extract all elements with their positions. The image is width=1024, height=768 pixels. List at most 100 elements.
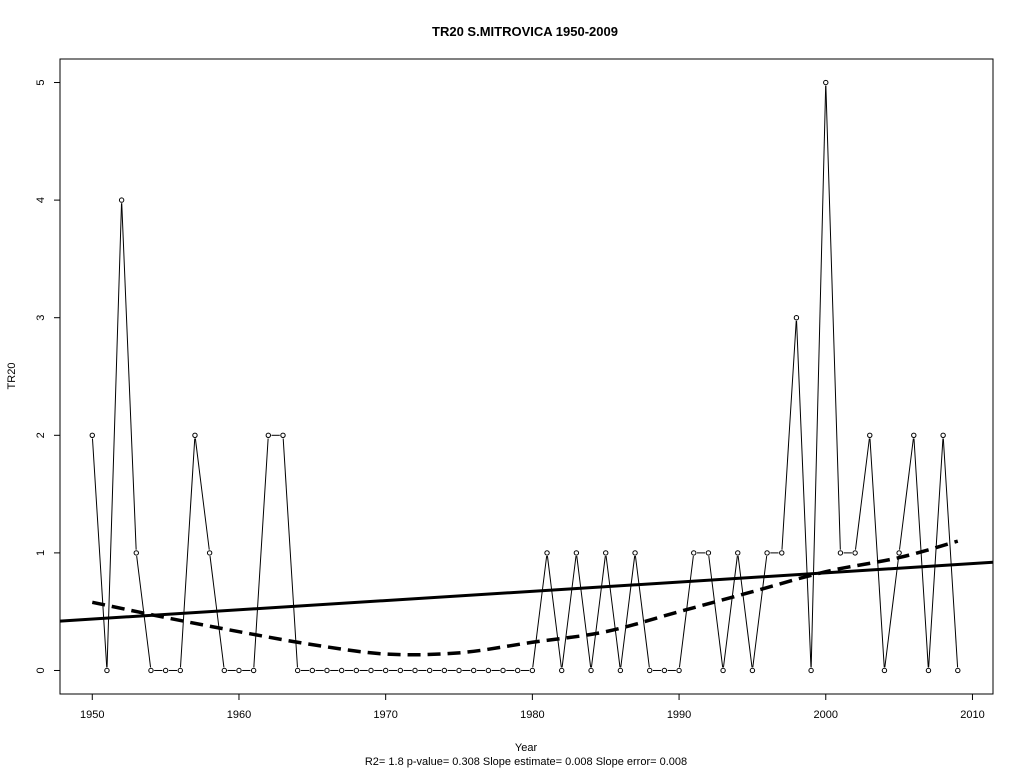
y-axis: 0 1 2 3 4 5: [35, 79, 60, 674]
data-point: [118, 197, 125, 203]
series-segment: [620, 556, 636, 668]
data-point: [661, 667, 668, 674]
x-tick-label: 1950: [80, 709, 104, 721]
x-axis-label: Year: [515, 742, 538, 754]
series-segment: [106, 203, 123, 668]
data-point: [456, 667, 462, 674]
data-point: [867, 432, 873, 438]
data-point: [324, 667, 330, 674]
data-point: [617, 667, 624, 674]
data-point: [559, 667, 565, 674]
data-point: [397, 667, 404, 674]
data-point: [426, 667, 433, 674]
smooth-trend-curve: [91, 539, 959, 657]
y-tick-label: 0: [35, 667, 47, 673]
data-point: [823, 79, 829, 86]
data-point: [852, 550, 858, 556]
x-axis: 1950 1960 1970 1980 1990 2000 2010: [80, 694, 985, 721]
plot-frame: [59, 58, 994, 695]
data-point: [940, 432, 946, 438]
data-point: [338, 667, 345, 674]
data-point: [735, 550, 741, 556]
data-point: [89, 432, 95, 438]
data-point: [133, 550, 139, 556]
series-segment: [121, 203, 137, 550]
data-point: [412, 667, 418, 674]
series-segment: [796, 320, 812, 668]
series-segment: [942, 438, 959, 668]
data-point: [353, 667, 360, 674]
series-segment: [928, 438, 944, 668]
data-point: [764, 550, 770, 556]
series-segment: [884, 556, 900, 668]
data-point: [779, 550, 785, 556]
data-point: [529, 667, 536, 674]
y-tick-label: 5: [35, 79, 47, 85]
data-point: [382, 667, 389, 674]
data-point: [104, 667, 110, 674]
data-point: [162, 667, 169, 674]
data-point: [793, 315, 800, 321]
stats-footer: R2= 1.8 p-value= 0.308 Slope estimate= 0…: [365, 756, 687, 768]
chart-title: TR20 S.MITROVICA 1950-2009: [432, 24, 618, 39]
series-segment: [810, 85, 827, 668]
data-point: [500, 667, 506, 674]
data-point: [544, 550, 550, 556]
y-axis-label: TR20: [6, 363, 18, 390]
series-segment: [194, 438, 210, 550]
x-tick-label: 1960: [227, 709, 251, 721]
data-point: [280, 432, 286, 438]
series-segment: [781, 320, 797, 550]
data-point: [647, 667, 653, 674]
data-point: [294, 667, 301, 674]
series-segment: [282, 438, 298, 668]
series-segment: [576, 556, 592, 668]
series-segment: [179, 438, 196, 668]
data-point: [691, 550, 697, 556]
series-segment: [708, 556, 724, 668]
data-point: [221, 667, 228, 674]
data-point: [632, 550, 638, 556]
y-tick-label: 1: [35, 550, 47, 556]
trend-line: [59, 560, 994, 623]
data-point: [808, 667, 814, 674]
series-segment: [91, 438, 108, 668]
data-point: [514, 667, 521, 674]
x-tick-label: 1990: [667, 709, 691, 721]
data-point: [368, 667, 374, 674]
x-tick-label: 1980: [520, 709, 544, 721]
series-segment: [546, 556, 562, 668]
data-point: [470, 667, 477, 674]
data-point: [250, 667, 257, 674]
data-point: [955, 667, 961, 674]
data-point: [896, 550, 902, 556]
data-point: [236, 667, 242, 674]
series-segment: [605, 556, 621, 668]
data-point: [705, 550, 712, 556]
data-point: [192, 432, 198, 438]
series-segment: [825, 85, 841, 550]
data-point: [309, 667, 316, 674]
series-segment: [722, 556, 738, 668]
data-point: [911, 432, 917, 438]
series-segment: [752, 556, 768, 668]
series-segment: [590, 556, 606, 668]
data-point: [720, 667, 726, 674]
series-segment: [253, 438, 269, 668]
data-point: [441, 667, 448, 674]
data-point: [206, 550, 213, 556]
series-segment: [561, 556, 577, 668]
data-point: [588, 667, 594, 674]
data-point: [925, 667, 932, 674]
y-tick-label: 4: [35, 197, 47, 203]
x-tick-label: 1970: [373, 709, 397, 721]
x-tick-label: 2010: [960, 709, 984, 721]
series-segment: [678, 556, 694, 668]
y-tick-label: 3: [35, 315, 47, 321]
series-segment: [532, 556, 548, 668]
data-point: [148, 667, 154, 674]
series-segment: [899, 438, 914, 550]
series-segment: [855, 438, 870, 550]
